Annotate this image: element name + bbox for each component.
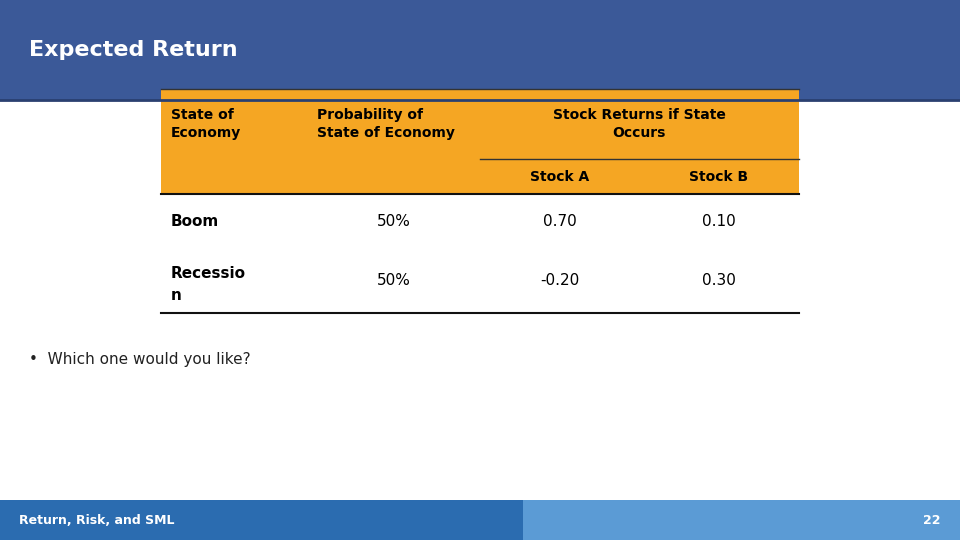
Text: 0.10: 0.10 [702, 214, 736, 229]
Text: 50%: 50% [377, 273, 411, 288]
Text: 22: 22 [924, 514, 941, 526]
Text: -0.20: -0.20 [540, 273, 579, 288]
Text: 0.30: 0.30 [702, 273, 736, 288]
Text: •  Which one would you like?: • Which one would you like? [29, 352, 251, 367]
Text: Probability of
State of Economy: Probability of State of Economy [318, 109, 455, 140]
Text: Return, Risk, and SML: Return, Risk, and SML [19, 514, 175, 526]
Text: Expected Return: Expected Return [29, 40, 237, 60]
Text: Stock B: Stock B [689, 170, 749, 184]
Text: 50%: 50% [377, 214, 411, 229]
Bar [0, 500, 523, 540]
Text: n: n [171, 288, 181, 302]
Text: State of
Economy: State of Economy [171, 109, 241, 140]
Bar [523, 500, 960, 540]
Bar [161, 89, 799, 194]
Text: 0.70: 0.70 [542, 214, 577, 229]
Text: Stock A: Stock A [530, 170, 589, 184]
Text: Recessio: Recessio [171, 266, 246, 280]
Text: Boom: Boom [171, 214, 219, 229]
Text: Stock Returns if State
Occurs: Stock Returns if State Occurs [553, 109, 726, 140]
Bar [161, 194, 799, 313]
Bar [0, 0, 960, 100]
